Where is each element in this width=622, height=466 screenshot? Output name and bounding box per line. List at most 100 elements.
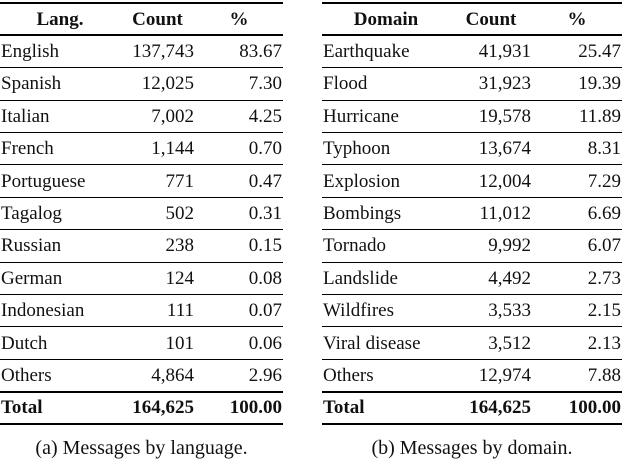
cell: 7.88: [532, 359, 622, 393]
cell: Landslide: [322, 262, 450, 296]
row: Russian 238 0.15: [0, 229, 283, 263]
cell: Others: [322, 359, 450, 393]
cell: 8.31: [532, 132, 622, 166]
language-table-wrap: Lang. Count% English 137,743 83.67 Spanish 12,…: [0, 1, 283, 426]
header-cell: %: [195, 1, 283, 37]
cell: 4,492: [450, 262, 532, 296]
cell: 0.06: [195, 326, 283, 360]
cell: 7.29: [532, 164, 622, 198]
cell: 12,025: [120, 67, 195, 101]
cell: 0.70: [195, 132, 283, 166]
cell: 4.25: [195, 100, 283, 134]
header-cell: Count: [450, 1, 532, 37]
cell: 164,625: [450, 391, 532, 426]
row: German 124 0.08: [0, 262, 283, 296]
row: Earthquake 41,931 25.47: [322, 35, 622, 69]
cell: Flood: [322, 67, 450, 101]
cell: 1,144: [120, 132, 195, 166]
cell: 164,625: [120, 391, 195, 426]
caption: (b) Messages by domain.: [371, 437, 573, 459]
row: Explosion 12,004 7.29: [322, 164, 622, 198]
cell: 0.07: [195, 294, 283, 328]
domain-table-wrap: Domain Count% Earthquake 41,931 25.47 Flood 31…: [322, 1, 622, 426]
header-cell: Lang.: [0, 1, 120, 37]
cell: Tornado: [322, 229, 450, 263]
cell: Spanish: [0, 67, 120, 101]
cell: 6.07: [532, 229, 622, 263]
cell: 41,931: [450, 35, 532, 69]
cell: Earthquake: [322, 35, 450, 69]
cell: Wildfires: [322, 294, 450, 328]
cell: Total: [322, 391, 450, 426]
cell: 3,512: [450, 326, 532, 360]
cell: 101: [120, 326, 195, 360]
row: Hurricane 19,578 11.89: [322, 100, 622, 134]
row: Portuguese 771 0.47: [0, 164, 283, 198]
cell: Dutch: [0, 326, 120, 360]
cell: 9,992: [450, 229, 532, 263]
cell: French: [0, 132, 120, 166]
cell: Total: [0, 391, 120, 426]
cell: 0.08: [195, 262, 283, 296]
cell: 2.73: [532, 262, 622, 296]
cell: Others: [0, 359, 120, 393]
cell: 13,674: [450, 132, 532, 166]
cell: 4,864: [120, 359, 195, 393]
cell: 0.31: [195, 197, 283, 231]
cell: Viral disease: [322, 326, 450, 360]
cell: 0.47: [195, 164, 283, 198]
cell: 19.39: [532, 67, 622, 101]
cell: 100.00: [195, 391, 283, 426]
row: Others 4,864 2.96: [0, 359, 283, 393]
cell: 100.00: [532, 391, 622, 426]
row: Others 12,974 7.88: [322, 359, 622, 393]
row: Italian 7,002 4.25: [0, 100, 283, 134]
cell: 12,974: [450, 359, 532, 393]
cell: English: [0, 35, 120, 69]
row: Bombings 11,012 6.69: [322, 197, 622, 231]
row: Viral disease 3,512 2.13: [322, 326, 622, 360]
row: English 137,743 83.67: [0, 35, 283, 69]
cell: 25.47: [532, 35, 622, 69]
cell: Explosion: [322, 164, 450, 198]
table: Domain Count% Earthquake 41,931 25.47 Flood 31…: [322, 1, 622, 426]
cell: Russian: [0, 229, 120, 263]
row: Flood 31,923 19.39: [322, 67, 622, 101]
cell: 2.15: [532, 294, 622, 328]
row: French 1,144 0.70: [0, 132, 283, 166]
cell: 0.15: [195, 229, 283, 263]
cell: 238: [120, 229, 195, 263]
cell: 111: [120, 294, 195, 328]
total-row: Total 164,625 100.00: [0, 391, 283, 426]
row: Tornado 9,992 6.07: [322, 229, 622, 263]
cell: Portuguese: [0, 164, 120, 198]
cell: 137,743: [120, 35, 195, 69]
table: Lang. Count% English 137,743 83.67 Spanish 12,…: [0, 1, 283, 426]
cell: 2.96: [195, 359, 283, 393]
cell: Bombings: [322, 197, 450, 231]
cell: 12,004: [450, 164, 532, 198]
cell: Italian: [0, 100, 120, 134]
row: Dutch 101 0.06: [0, 326, 283, 360]
cell: 11.89: [532, 100, 622, 134]
header-cell: Count: [120, 1, 195, 37]
cell: 2.13: [532, 326, 622, 360]
caption: (a) Messages by language.: [35, 437, 248, 459]
row: Indonesian 111 0.07: [0, 294, 283, 328]
cell: German: [0, 262, 120, 296]
cell: 6.69: [532, 197, 622, 231]
cell: 31,923: [450, 67, 532, 101]
row: Tagalog 502 0.31: [0, 197, 283, 231]
cell: 83.67: [195, 35, 283, 69]
cell: 502: [120, 197, 195, 231]
cell: 11,012: [450, 197, 532, 231]
cell: Tagalog: [0, 197, 120, 231]
cell: Indonesian: [0, 294, 120, 328]
header-cell: %: [532, 1, 622, 37]
header-row: Lang. Count%: [0, 1, 283, 37]
cell: 771: [120, 164, 195, 198]
cell: 3,533: [450, 294, 532, 328]
row: Typhoon 13,674 8.31: [322, 132, 622, 166]
total-row: Total 164,625 100.00: [322, 391, 622, 426]
